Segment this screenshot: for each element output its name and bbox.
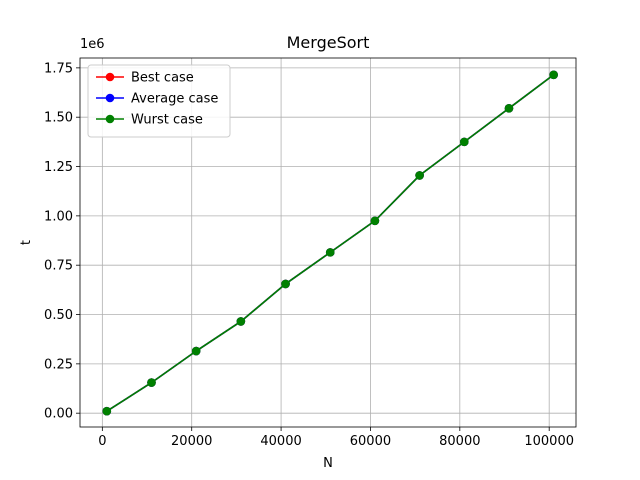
x-tick-label: 40000 [260, 434, 301, 449]
data-point [325, 248, 335, 257]
data-point [102, 406, 112, 416]
x-tick-label: 60000 [350, 434, 391, 449]
x-axis-label: N [323, 456, 333, 471]
data-point [459, 137, 469, 147]
y-tick-label: 0.00 [44, 407, 73, 422]
y-tick-label: 0.50 [44, 308, 73, 323]
y-tick-label: 1.00 [44, 209, 73, 224]
data-point [191, 346, 201, 356]
chart-title: MergeSort [287, 33, 370, 52]
y-axis-label: t [19, 240, 34, 245]
y-tick-label: 1.75 [44, 61, 73, 76]
series-layer [102, 70, 558, 416]
x-tick-label: 80000 [439, 434, 480, 449]
legend-label: Average case [131, 92, 218, 107]
legend-marker [105, 114, 115, 124]
data-point [281, 279, 290, 289]
legend-item: Average case [96, 92, 218, 107]
series-wurst-case [102, 70, 558, 416]
x-tick-label: 100000 [524, 434, 574, 449]
data-point [415, 171, 424, 180]
ticks-layer: 0 20000 40000 60000 80000 100000 0.00 0.25 0.50 0… [44, 61, 574, 449]
legend-label: Wurst case [131, 113, 203, 128]
data-point [147, 378, 156, 387]
x-tick-label: 20000 [171, 434, 212, 449]
y-tick-label: 1.50 [44, 111, 73, 126]
x-tick-label: 0 [98, 434, 106, 449]
legend-item: Best case [96, 71, 194, 86]
legend-marker [105, 72, 115, 82]
data-point [370, 216, 380, 226]
data-point [504, 104, 514, 113]
grid-layer [80, 58, 576, 427]
legend: Best case Average case Wurst case [87, 64, 231, 138]
legend-label: Best case [131, 71, 194, 86]
legend-marker [105, 93, 115, 103]
data-point [549, 70, 558, 80]
data-point [236, 317, 246, 326]
y-tick-label: 0.75 [44, 259, 73, 274]
y-axis-offset-text: 1e6 [80, 37, 105, 52]
legend-item: Wurst case [96, 113, 203, 128]
y-tick-label: 1.25 [44, 160, 73, 175]
y-tick-label: 0.25 [44, 357, 73, 372]
plot-frame [79, 57, 577, 428]
